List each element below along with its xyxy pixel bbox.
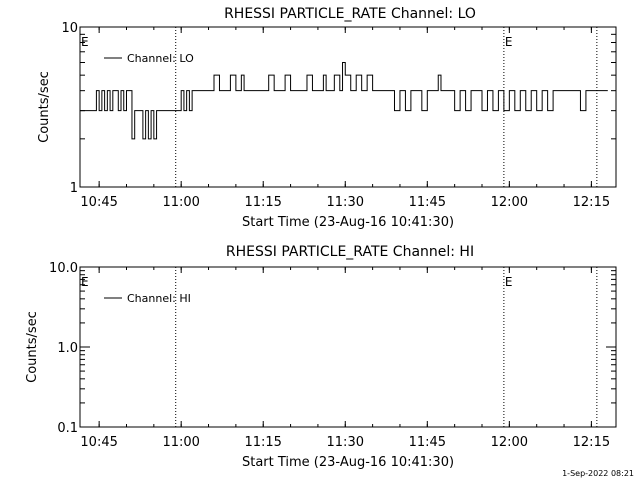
lo-y-tick-label-0: 1 [70, 181, 78, 196]
lo-y-tick-label-1: 10 [61, 21, 78, 36]
hi-x-axis-label: Start Time (23-Aug-16 10:41:30) [242, 455, 454, 470]
lo-x-tick-label-5: 12:00 [491, 195, 528, 210]
lo-y-axis-label: Counts/sec [37, 71, 52, 143]
hi-chart-panel: RHESSI PARTICLE_RATE Channel: HI 10:45 11… [25, 244, 617, 470]
lo-series-line [80, 61, 608, 140]
lo-x-tick-label-0: 10:45 [80, 195, 117, 210]
lo-x-tick-label-6: 12:15 [573, 195, 610, 210]
hi-x-tick-label-1: 11:00 [162, 435, 199, 450]
lo-x-tick-label-1: 11:00 [162, 195, 199, 210]
hi-event-marker-0: E [81, 275, 89, 289]
lo-chart-panel: RHESSI PARTICLE_RATE Channel: LO 10:45 11… [37, 6, 617, 230]
lo-event-marker-0: E [81, 35, 89, 49]
hi-chart-title: RHESSI PARTICLE_RATE Channel: HI [226, 244, 474, 260]
hi-x-tick-labels: 10:45 11:00 11:15 11:30 11:45 12:00 12:15 [80, 435, 610, 450]
hi-x-tick-label-3: 11:30 [327, 435, 364, 450]
hi-x-tick-label-0: 10:45 [80, 435, 117, 450]
lo-x-tick-label-2: 11:15 [244, 195, 281, 210]
lo-legend-label: Channel: LO [127, 52, 194, 65]
footer-timestamp: 1-Sep-2022 08:21 [562, 469, 634, 478]
lo-x-tick-label-3: 11:30 [327, 195, 364, 210]
lo-chart-title: RHESSI PARTICLE_RATE Channel: LO [224, 6, 476, 22]
hi-ticks [80, 266, 616, 428]
lo-ticks [80, 26, 616, 188]
hi-event-marker-1: E [505, 275, 513, 289]
hi-legend-label: Channel: HI [127, 292, 191, 305]
hi-y-tick-label-1: 1.0 [57, 341, 78, 356]
hi-y-tick-labels: 0.1 1.0 10.0 [49, 261, 78, 436]
hi-x-tick-label-6: 12:15 [573, 435, 610, 450]
lo-x-tick-labels: 10:45 11:00 11:15 11:30 11:45 12:00 12:15 [80, 195, 610, 210]
lo-y-tick-labels: 1 10 [61, 21, 78, 196]
lo-x-axis-label: Start Time (23-Aug-16 10:41:30) [242, 215, 454, 230]
hi-y-tick-label-2: 10.0 [49, 261, 78, 276]
hi-x-tick-label-2: 11:15 [244, 435, 281, 450]
lo-plot-frame [79, 26, 617, 188]
hi-x-tick-label-5: 12:00 [491, 435, 528, 450]
lo-event-marker-1: E [505, 35, 513, 49]
lo-x-tick-label-4: 11:45 [409, 195, 446, 210]
hi-y-tick-label-0: 0.1 [57, 421, 78, 436]
hi-y-axis-label: Counts/sec [25, 311, 40, 383]
hi-x-tick-label-4: 11:45 [409, 435, 446, 450]
